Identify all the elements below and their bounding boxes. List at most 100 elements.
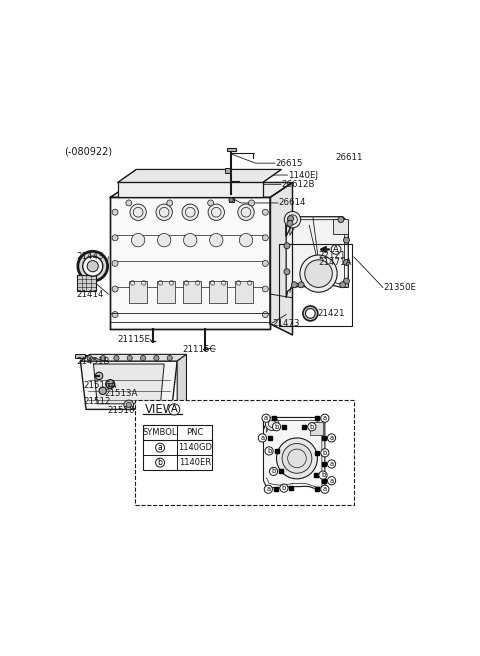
Circle shape [83, 256, 103, 276]
Polygon shape [110, 197, 270, 329]
Text: a: a [266, 486, 270, 492]
Circle shape [305, 260, 332, 287]
Polygon shape [108, 382, 114, 386]
Text: a: a [323, 415, 327, 421]
Circle shape [321, 485, 329, 493]
Circle shape [269, 467, 277, 476]
Circle shape [327, 434, 336, 442]
Text: 1140ER: 1140ER [179, 458, 211, 467]
Polygon shape [118, 182, 263, 197]
Circle shape [78, 251, 108, 281]
Circle shape [262, 414, 270, 422]
Circle shape [319, 471, 327, 479]
Circle shape [157, 234, 171, 247]
Circle shape [305, 308, 315, 318]
Circle shape [126, 200, 132, 206]
Circle shape [338, 216, 344, 222]
Circle shape [210, 234, 223, 247]
Circle shape [114, 356, 119, 361]
Text: 1140GD: 1140GD [178, 443, 212, 452]
Text: 21350E: 21350E [384, 283, 417, 292]
Polygon shape [209, 281, 228, 303]
Circle shape [238, 204, 254, 220]
Circle shape [112, 286, 118, 292]
Text: 21516A: 21516A [83, 380, 117, 390]
Text: 26611: 26611 [335, 154, 363, 163]
Bar [279, 244, 352, 325]
Polygon shape [81, 361, 177, 409]
Text: a: a [329, 461, 334, 467]
Circle shape [124, 400, 133, 410]
Text: 21443: 21443 [77, 253, 104, 261]
Circle shape [127, 356, 132, 361]
Text: 21513A: 21513A [104, 389, 137, 398]
Circle shape [130, 204, 146, 220]
Text: SYMBOL: SYMBOL [143, 428, 177, 438]
Circle shape [287, 220, 293, 226]
Circle shape [331, 245, 341, 255]
Text: VIEW: VIEW [144, 403, 175, 416]
Polygon shape [81, 354, 186, 361]
Circle shape [249, 200, 254, 206]
Circle shape [258, 434, 266, 442]
Circle shape [321, 414, 329, 422]
Polygon shape [225, 169, 230, 173]
Circle shape [100, 356, 106, 361]
Circle shape [183, 234, 197, 247]
Circle shape [263, 235, 268, 241]
Text: 22121: 22121 [319, 251, 346, 260]
Text: b: b [267, 448, 271, 454]
Circle shape [156, 458, 165, 467]
Polygon shape [75, 354, 85, 358]
Text: 21451B: 21451B [77, 358, 110, 366]
Text: 21510: 21510 [108, 406, 135, 415]
Circle shape [344, 278, 349, 284]
Circle shape [99, 387, 107, 394]
Text: a: a [260, 435, 264, 441]
Polygon shape [129, 281, 147, 303]
Text: (-080922): (-080922) [64, 147, 112, 157]
Polygon shape [183, 281, 202, 303]
Circle shape [327, 477, 336, 485]
Text: a: a [329, 435, 334, 441]
Text: 21421: 21421 [318, 309, 345, 318]
Polygon shape [94, 364, 164, 404]
Text: 21473: 21473 [273, 319, 300, 327]
Circle shape [303, 306, 318, 321]
Polygon shape [156, 281, 175, 303]
Circle shape [112, 235, 118, 241]
Circle shape [265, 447, 273, 455]
Text: b: b [323, 450, 327, 456]
Circle shape [126, 402, 132, 407]
Circle shape [106, 380, 115, 388]
Polygon shape [228, 198, 234, 202]
Text: 26614: 26614 [279, 198, 306, 207]
Circle shape [208, 204, 225, 220]
Circle shape [156, 443, 165, 452]
Circle shape [344, 237, 349, 243]
Circle shape [96, 372, 103, 380]
Text: 21471A: 21471A [319, 258, 352, 267]
Circle shape [321, 449, 329, 457]
Circle shape [182, 204, 198, 220]
Circle shape [156, 204, 172, 220]
Text: b: b [275, 424, 278, 430]
Circle shape [87, 356, 92, 361]
Circle shape [340, 282, 346, 288]
Bar [135, 400, 354, 505]
Bar [77, 275, 96, 291]
Text: 26615: 26615 [276, 159, 303, 168]
Polygon shape [270, 182, 292, 335]
Polygon shape [227, 148, 236, 151]
Text: A: A [171, 404, 178, 415]
Circle shape [167, 356, 172, 361]
Circle shape [154, 356, 159, 361]
Text: b: b [157, 458, 163, 467]
Circle shape [344, 260, 349, 266]
Text: b: b [282, 485, 286, 491]
Polygon shape [118, 169, 281, 182]
Text: 1140EJ: 1140EJ [288, 171, 318, 180]
Circle shape [112, 312, 118, 318]
Text: a: a [264, 415, 268, 421]
Circle shape [240, 234, 252, 247]
